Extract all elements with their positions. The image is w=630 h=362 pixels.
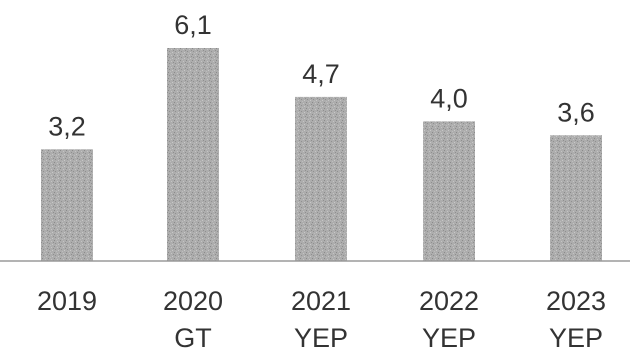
bar-2020 <box>167 48 219 261</box>
x-tick-label-2019: 2019 <box>37 286 97 316</box>
value-label-2020: 6,1 <box>174 10 212 40</box>
value-labels-group: 3,2 6,1 4,7 4,0 3,6 <box>48 10 595 141</box>
bar-2023 <box>550 135 602 261</box>
value-label-2019: 3,2 <box>48 111 86 141</box>
x-tick-labels-group: 2019 2020 GT 2021 YEP 2022 YEP 2023 YEP <box>37 286 606 353</box>
value-label-2023: 3,6 <box>557 97 595 127</box>
x-tick-label-2021: 2021 <box>291 286 351 316</box>
value-label-2022: 4,0 <box>430 83 468 113</box>
x-tick-label-2022: 2022 <box>419 286 479 316</box>
x-tick-label-2022-line2: YEP <box>422 323 476 353</box>
x-tick-label-2020-line2: GT <box>174 323 212 353</box>
bar-2021 <box>295 96 347 261</box>
x-tick-label-2020: 2020 <box>163 286 223 316</box>
bars-group <box>41 48 602 261</box>
value-label-2021: 4,7 <box>302 59 340 89</box>
bar-2019 <box>41 149 93 261</box>
x-tick-label-2023: 2023 <box>546 286 606 316</box>
x-tick-label-2021-line2: YEP <box>294 323 348 353</box>
x-tick-label-2023-line2: YEP <box>549 323 603 353</box>
bar-2022 <box>423 121 475 261</box>
